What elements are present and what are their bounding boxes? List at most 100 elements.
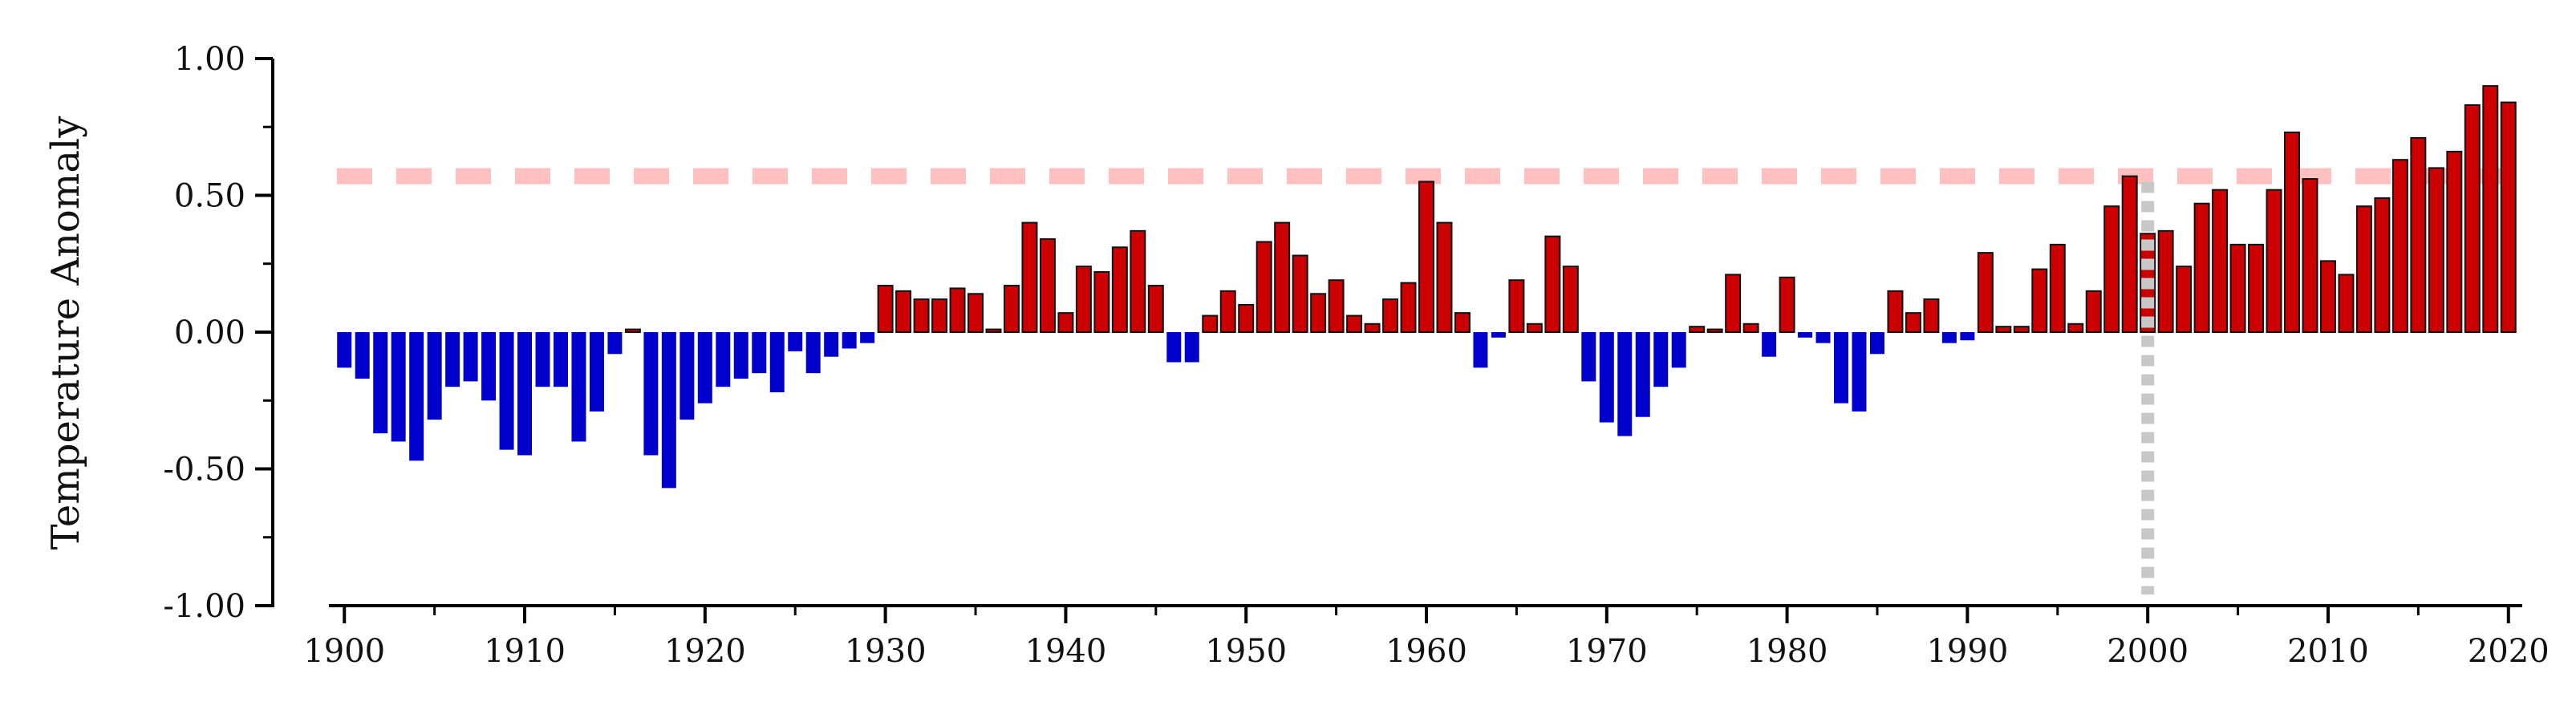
bar-1990: [1960, 332, 1975, 341]
bar-2017: [2446, 150, 2463, 333]
bar-1973: [1653, 332, 1669, 387]
bar-1992: [1995, 326, 2012, 333]
x-tick-label: 1970: [1566, 633, 1648, 670]
x-tick-label: 1990: [1926, 633, 2008, 670]
bar-2014: [2391, 159, 2408, 333]
y-tick-label: -0.50: [163, 452, 245, 489]
axes-layer: 1.00 0.50 0.00 -0.50 -1.00 1900 1910 1920 1930 19…: [163, 41, 2549, 670]
bar-1906: [445, 332, 460, 387]
bar-1914: [589, 332, 604, 412]
bar-1925: [788, 332, 803, 351]
bar-1972: [1635, 332, 1650, 417]
bar-1946: [1166, 332, 1182, 363]
bar-1982: [1815, 332, 1831, 343]
bar-1926: [805, 332, 821, 374]
bar-2005: [2229, 243, 2246, 334]
x-tick-label: 1930: [845, 633, 927, 670]
bars-layer: [337, 85, 2517, 489]
bar-1916: [624, 328, 641, 333]
bar-1917: [643, 332, 659, 456]
y-tick-label: 0.00: [174, 314, 245, 351]
bar-2018: [2464, 103, 2481, 333]
bar-1940: [1057, 312, 1074, 334]
bar-1955: [1328, 279, 1345, 333]
x-tick-label: 1900: [303, 633, 385, 670]
bar-1953: [1292, 254, 1308, 333]
x-tick-label: 2010: [2287, 633, 2369, 670]
bar-1968: [1562, 266, 1579, 333]
bar-1942: [1093, 270, 1110, 334]
bar-1939: [1039, 238, 1056, 333]
bar-1932: [913, 298, 930, 333]
bar-2010: [2319, 260, 2336, 333]
bar-1900: [337, 332, 352, 368]
bar-2019: [2482, 85, 2499, 333]
bar-1947: [1184, 332, 1199, 363]
bar-1929: [860, 332, 875, 343]
bar-1909: [499, 332, 514, 450]
bar-1907: [463, 332, 478, 382]
bar-2011: [2338, 274, 2355, 334]
bar-1949: [1219, 290, 1236, 334]
bar-1951: [1256, 241, 1272, 333]
bar-1971: [1617, 332, 1633, 436]
bar-1976: [1706, 328, 1723, 333]
bar-1934: [949, 287, 966, 334]
bar-2004: [2212, 189, 2229, 333]
bar-2007: [2266, 189, 2282, 333]
bar-1902: [373, 332, 388, 434]
bar-1937: [1003, 285, 1020, 333]
bar-1927: [824, 332, 839, 357]
bar-2008: [2284, 132, 2301, 333]
bar-1991: [1977, 252, 1994, 333]
bar-1938: [1021, 221, 1038, 333]
x-tick-label: 1960: [1385, 633, 1467, 670]
bar-1978: [1742, 322, 1759, 333]
x-tick-label: 1910: [484, 633, 566, 670]
bar-1930: [877, 285, 894, 333]
bar-1960: [1418, 180, 1434, 333]
bar-1933: [931, 298, 948, 333]
bar-1996: [2067, 322, 2084, 333]
y-tick-label: -1.00: [163, 588, 245, 625]
bar-2012: [2355, 205, 2372, 334]
bar-1944: [1130, 229, 1146, 333]
bar-1970: [1599, 332, 1614, 423]
x-tick-label: 1920: [664, 633, 746, 670]
bar-1977: [1725, 274, 1742, 334]
bar-1998: [2103, 205, 2120, 334]
bar-1995: [2049, 243, 2066, 334]
bar-1928: [842, 332, 857, 349]
bar-1966: [1526, 322, 1543, 333]
bar-1963: [1473, 332, 1488, 368]
bar-1943: [1111, 246, 1128, 334]
bar-1974: [1671, 332, 1686, 368]
bar-1967: [1544, 235, 1561, 333]
bar-1994: [2031, 268, 2048, 334]
bar-2002: [2176, 266, 2193, 333]
bar-1936: [985, 328, 1002, 333]
bar-1904: [409, 332, 424, 461]
bar-2016: [2428, 167, 2444, 333]
bar-2020: [2500, 101, 2517, 333]
bar-2013: [2374, 197, 2391, 333]
bar-1918: [661, 332, 676, 489]
bar-1975: [1689, 326, 1706, 333]
bar-1962: [1454, 312, 1471, 334]
bar-1924: [769, 332, 785, 393]
x-tick-label: 1940: [1025, 633, 1107, 670]
x-tick-label: 1950: [1205, 633, 1287, 670]
bar-1984: [1852, 332, 1867, 412]
y-tick-label: 1.00: [174, 41, 245, 78]
bar-1964: [1491, 332, 1506, 338]
bar-1965: [1508, 279, 1525, 333]
bar-1997: [2085, 290, 2102, 334]
bar-1915: [607, 332, 623, 355]
bar-1969: [1581, 332, 1596, 382]
bar-1983: [1834, 332, 1849, 404]
bar-1989: [1941, 332, 1957, 343]
bar-1981: [1798, 332, 1813, 338]
y-tick-label: 0.50: [174, 178, 245, 215]
bar-1913: [571, 332, 586, 442]
